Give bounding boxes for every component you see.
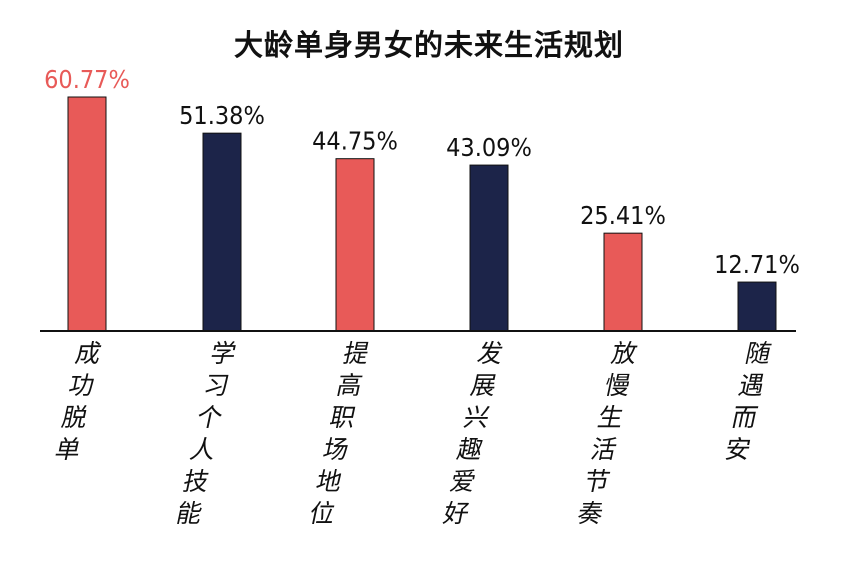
category-labels-layer: 成功脱单 学习个人技能 提高职场地位 发展兴趣爱好 放慢生活节奏 随遇而安 (52, 339, 774, 528)
bar-4 (603, 232, 643, 332)
bars-layer (67, 96, 777, 332)
category-label-char: 节 (582, 467, 613, 496)
category-label-char: 习 (201, 371, 232, 400)
category-label-char: 奏 (575, 499, 606, 528)
category-label-char: 职 (327, 403, 358, 432)
category-label-char: 发 (475, 339, 506, 368)
category-label-char: 生 (595, 403, 626, 432)
category-label-char: 位 (307, 499, 338, 528)
category-label-char: 技 (181, 467, 212, 496)
category-label-char: 趣 (454, 435, 485, 464)
value-label-0: 60.77% (44, 65, 130, 94)
category-label-char: 高 (334, 371, 365, 400)
category-label-3: 发展兴趣爱好 (441, 339, 506, 528)
category-label-char: 放 (609, 339, 640, 368)
category-label-char: 个 (194, 403, 225, 432)
category-label-char: 慢 (602, 371, 633, 400)
bar-1 (202, 132, 242, 332)
category-label-char: 安 (722, 435, 753, 464)
labels-layer: 60.77% 51.38% 44.75% 43.09% 25.41% 12.71% (44, 65, 800, 279)
bar-0 (67, 96, 107, 332)
category-label-char: 好 (441, 499, 472, 528)
category-label-5: 随遇而安 (722, 339, 774, 464)
category-label-char: 随 (743, 339, 774, 368)
category-label-char: 单 (52, 435, 83, 464)
category-label-char: 成 (73, 339, 104, 368)
chart-title: 大龄单身男女的未来生活规划 (233, 28, 624, 62)
category-label-char: 活 (588, 435, 619, 464)
value-label-2: 44.75% (312, 127, 398, 156)
category-label-char: 人 (187, 435, 218, 464)
category-label-1: 学习个人技能 (174, 339, 239, 528)
bar-2 (335, 158, 375, 332)
category-label-char: 功 (66, 371, 97, 400)
category-label-char: 场 (320, 435, 351, 464)
category-label-char: 爱 (448, 467, 479, 496)
bar-3 (469, 164, 509, 332)
value-label-3: 43.09% (446, 133, 532, 162)
category-label-2: 提高职场地位 (307, 339, 372, 528)
category-label-char: 遇 (736, 371, 767, 400)
bar-5 (737, 281, 777, 332)
category-label-char: 能 (174, 499, 205, 528)
category-label-4: 放慢生活节奏 (575, 339, 640, 528)
category-label-char: 而 (729, 403, 760, 432)
value-label-5: 12.71% (714, 250, 800, 279)
category-label-char: 提 (341, 339, 372, 368)
value-label-1: 51.38% (179, 101, 265, 130)
value-label-4: 25.41% (580, 201, 666, 230)
category-label-char: 展 (468, 371, 499, 400)
category-label-char: 地 (314, 467, 345, 496)
category-label-char: 兴 (461, 403, 492, 432)
category-label-char: 学 (208, 339, 239, 368)
category-label-0: 成功脱单 (52, 339, 104, 464)
category-label-char: 脱 (59, 403, 90, 432)
